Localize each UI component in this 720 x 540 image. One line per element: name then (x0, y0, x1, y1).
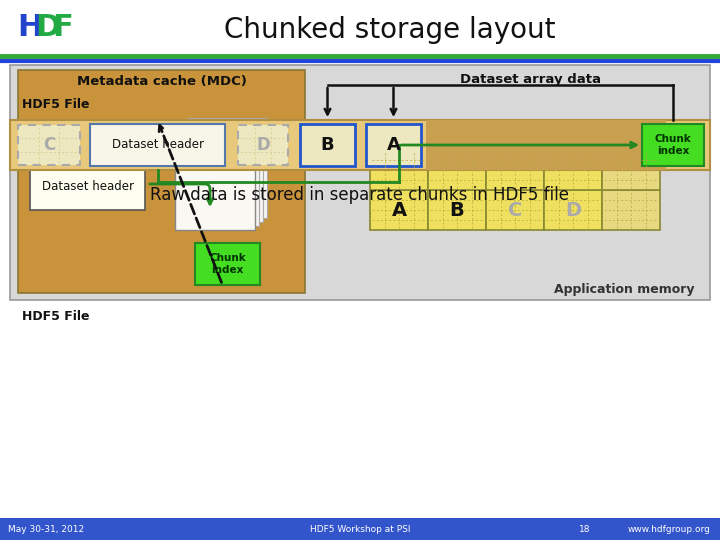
Text: Dataset header: Dataset header (42, 179, 133, 192)
Text: May 30-31, 2012: May 30-31, 2012 (8, 524, 84, 534)
Bar (175, 130, 255, 230)
Bar (187, 118, 267, 218)
Text: A: A (392, 200, 407, 219)
Text: A: A (387, 136, 400, 154)
Bar (370, 190, 428, 230)
Bar (426, 120, 666, 170)
Text: C: C (43, 136, 55, 154)
Text: 18: 18 (580, 524, 590, 534)
Bar (428, 150, 486, 190)
Bar (544, 190, 602, 230)
Text: D: D (256, 136, 270, 154)
Bar (10, 65, 710, 300)
Text: Chunk
index: Chunk index (654, 134, 691, 156)
Bar (370, 150, 428, 190)
Text: C: C (508, 200, 522, 219)
Text: HDF5 Workshop at PSI: HDF5 Workshop at PSI (310, 524, 410, 534)
Bar (238, 125, 288, 165)
Bar (195, 243, 260, 285)
Bar (0, 518, 720, 540)
Text: Dataset header: Dataset header (112, 138, 204, 152)
Text: HDF5 File: HDF5 File (22, 98, 89, 111)
Bar (428, 190, 486, 230)
Text: B: B (449, 200, 464, 219)
Text: Dataset array data: Dataset array data (459, 73, 600, 86)
Text: D: D (565, 200, 581, 219)
Bar (366, 124, 421, 166)
Bar (179, 126, 259, 226)
Text: HDF5 File: HDF5 File (22, 309, 89, 322)
Text: Application memory: Application memory (554, 284, 695, 296)
Bar (30, 162, 145, 210)
Bar (602, 150, 660, 190)
Text: B: B (320, 136, 334, 154)
Text: Chunked storage layout: Chunked storage layout (224, 16, 556, 44)
Bar (10, 120, 710, 170)
Bar (300, 124, 355, 166)
Bar (486, 190, 544, 230)
Text: D: D (35, 12, 60, 42)
Bar (183, 122, 263, 222)
Text: H: H (17, 12, 42, 42)
Text: F: F (53, 12, 73, 42)
Bar (18, 125, 80, 165)
Bar (18, 70, 305, 293)
Bar (544, 150, 602, 190)
Text: Metadata cache (MDC): Metadata cache (MDC) (76, 76, 246, 89)
Bar (642, 124, 704, 166)
Bar (90, 124, 225, 166)
Bar (486, 150, 544, 190)
Bar (602, 190, 660, 230)
Text: Chunk
index: Chunk index (209, 253, 246, 275)
Text: Raw data is stored in separate chunks in HDF5 file: Raw data is stored in separate chunks in… (150, 186, 570, 204)
Text: www.hdfgroup.org: www.hdfgroup.org (627, 524, 710, 534)
